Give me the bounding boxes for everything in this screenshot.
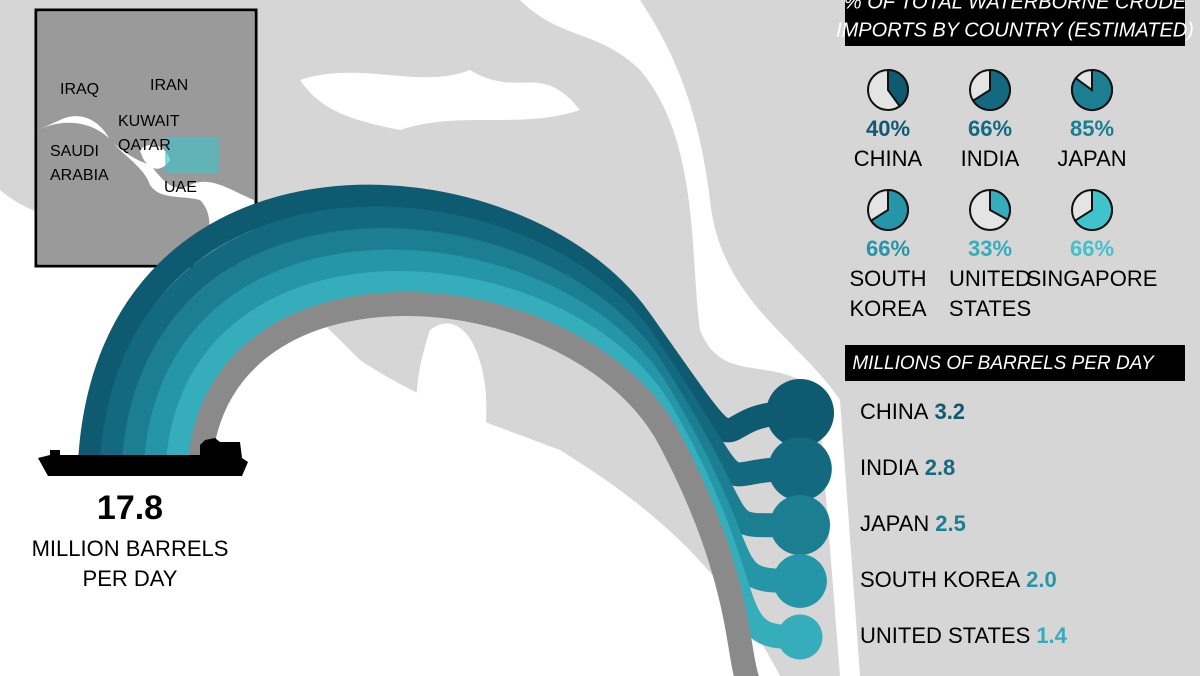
flow-band	[78, 184, 791, 463]
share-percent: 85%	[1070, 116, 1114, 141]
pie-slice	[989, 188, 1011, 221]
share-country: JAPAN	[1057, 146, 1126, 171]
total-label: MILLION BARRELS	[32, 536, 229, 561]
flow-band	[122, 228, 791, 538]
pie-slice	[887, 68, 909, 108]
flow-band	[100, 206, 791, 487]
barrels-value: 3.2	[934, 399, 965, 424]
inset-water	[140, 144, 170, 169]
share-country: SINGAPORE	[1027, 266, 1158, 291]
share-country: INDIA	[961, 146, 1020, 171]
pie-slice	[869, 188, 909, 231]
share-country: SOUTH	[850, 266, 927, 291]
flow-bands	[78, 184, 791, 676]
share-percent: 40%	[866, 116, 910, 141]
barrels-value: 2.5	[935, 511, 966, 536]
share-percent: 33%	[968, 236, 1012, 261]
volume-bubble	[777, 614, 823, 660]
share-title: % OF TOTAL WATERBORNE CRUDE	[844, 0, 1187, 13]
country-label: SAUDI	[50, 143, 99, 160]
barrels-row: UNITED STATES 1.4	[860, 623, 1068, 648]
share-percent: 66%	[968, 116, 1012, 141]
total-label: PER DAY	[83, 566, 178, 591]
share-percent: 66%	[1070, 236, 1114, 261]
flow-band	[188, 292, 760, 676]
total-value: 17.8	[97, 489, 163, 527]
country-label: ARABIA	[50, 167, 109, 184]
country-name: INDIA	[860, 455, 919, 480]
water	[254, 514, 426, 676]
pie-slice	[1073, 188, 1113, 231]
barrels-title: MILLIONS OF BARRELS PER DAY	[852, 353, 1155, 374]
barrels-row: INDIA 2.8	[860, 455, 955, 480]
barrels-row: SOUTH KOREA 2.0	[860, 567, 1057, 592]
country-name: UNITED STATES	[860, 623, 1030, 648]
barrels-value: 2.0	[1026, 567, 1057, 592]
inset-land	[38, 122, 210, 265]
pie-slice	[1071, 68, 1113, 111]
land-mass	[640, 0, 1200, 676]
water	[415, 323, 487, 640]
share-country: UNITED	[949, 266, 1031, 291]
country-name: SOUTH KOREA	[860, 567, 1020, 592]
share-country: KOREA	[849, 296, 926, 321]
country-label: KUWAIT	[118, 113, 180, 130]
barrels-value: 2.8	[925, 455, 956, 480]
country-label: QATAR	[118, 137, 171, 154]
country-label: UAE	[164, 179, 197, 196]
share-percent: 66%	[866, 236, 910, 261]
barrels-row: CHINA 3.2	[860, 399, 965, 424]
share-country: STATES	[949, 296, 1031, 321]
volume-bubble	[766, 379, 834, 447]
country-name: CHINA	[860, 399, 929, 424]
volume-bubble	[768, 437, 832, 501]
share-country: CHINA	[854, 146, 923, 171]
country-label: IRAQ	[60, 81, 99, 98]
volume-bubble	[773, 554, 827, 608]
barrels-value: 1.4	[1036, 623, 1067, 648]
country-name: JAPAN	[860, 511, 929, 536]
share-header	[845, 0, 1185, 46]
pie-slice	[971, 68, 1011, 111]
water	[300, 70, 580, 130]
barrels-row: JAPAN 2.5	[860, 511, 966, 536]
inset-highlight	[165, 137, 219, 173]
country-label: IRAN	[150, 77, 188, 94]
barrels-header	[845, 345, 1185, 381]
share-title: IMPORTS BY COUNTRY (ESTIMATED)	[836, 19, 1194, 41]
tanker-ship	[38, 438, 248, 476]
volume-bubble	[769, 494, 831, 556]
